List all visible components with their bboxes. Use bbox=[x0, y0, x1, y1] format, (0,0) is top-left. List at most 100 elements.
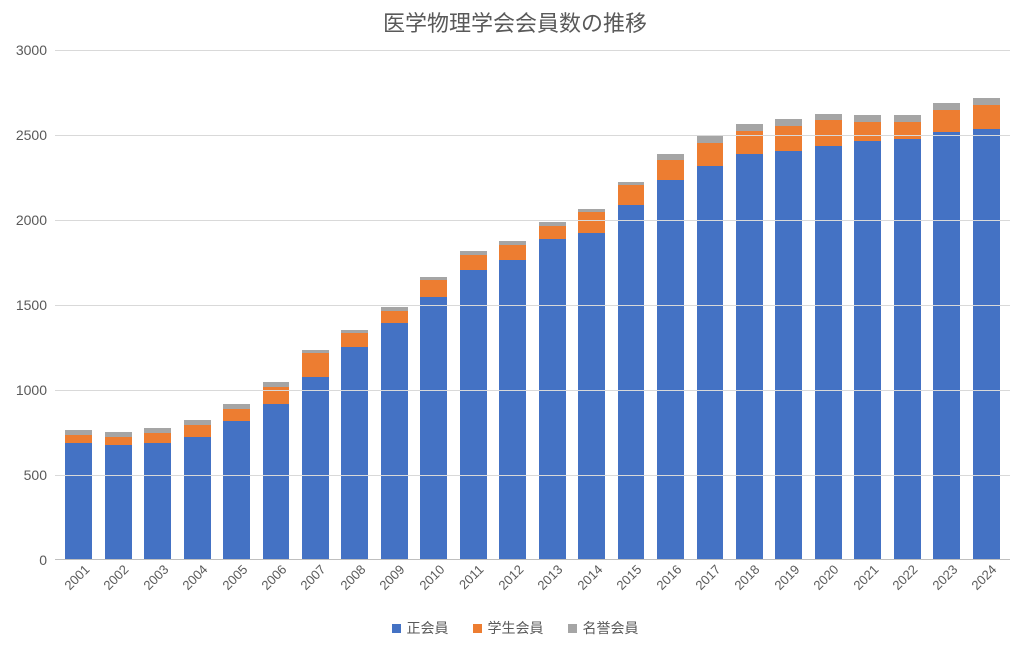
bar-segment bbox=[302, 353, 329, 377]
x-tick-label: 2016 bbox=[653, 562, 684, 593]
bar-segment bbox=[65, 443, 92, 559]
bar-segment bbox=[894, 122, 921, 139]
bar-stack bbox=[933, 103, 960, 559]
gridline bbox=[55, 390, 1010, 391]
bar-segment bbox=[933, 110, 960, 132]
x-tick-label: 2004 bbox=[179, 562, 210, 593]
bar-segment bbox=[775, 126, 802, 152]
bar-segment bbox=[420, 297, 447, 559]
legend-swatch bbox=[473, 624, 482, 633]
x-tick-label: 2023 bbox=[929, 562, 960, 593]
bar-segment bbox=[973, 105, 1000, 129]
chart-title: 医学物理学会会員数の推移 bbox=[0, 6, 1030, 38]
bar-stack bbox=[775, 119, 802, 559]
x-tick-label: 2018 bbox=[732, 562, 763, 593]
x-tick-label: 2017 bbox=[692, 562, 723, 593]
y-tick-label: 0 bbox=[5, 552, 47, 568]
bar-stack bbox=[302, 350, 329, 559]
bar-segment bbox=[460, 270, 487, 559]
x-tick-label: 2009 bbox=[377, 562, 408, 593]
bar-stack bbox=[736, 124, 763, 559]
bar-segment bbox=[815, 114, 842, 121]
legend-swatch bbox=[568, 624, 577, 633]
x-tick-label: 2012 bbox=[495, 562, 526, 593]
bar-stack bbox=[697, 136, 724, 559]
x-tick-label: 2006 bbox=[258, 562, 289, 593]
x-tick-label: 2011 bbox=[456, 562, 486, 592]
bar-stack bbox=[381, 307, 408, 559]
bar-segment bbox=[697, 143, 724, 167]
bar-segment bbox=[539, 226, 566, 240]
x-tick-label: 2019 bbox=[771, 562, 802, 593]
bar-segment bbox=[144, 443, 171, 559]
bar-segment bbox=[263, 404, 290, 559]
bar-stack bbox=[578, 209, 605, 559]
bar-segment bbox=[144, 433, 171, 443]
bar-segment bbox=[815, 120, 842, 146]
x-tick-label: 2003 bbox=[140, 562, 171, 593]
bar-segment bbox=[657, 160, 684, 180]
legend-item: 正会員 bbox=[392, 618, 449, 638]
x-tick-label: 2005 bbox=[219, 562, 250, 593]
bar-stack bbox=[460, 251, 487, 559]
x-tick-label: 2010 bbox=[416, 562, 447, 593]
bar-segment bbox=[933, 103, 960, 110]
bar-segment bbox=[736, 154, 763, 559]
legend-item: 学生会員 bbox=[473, 618, 544, 638]
bar-segment bbox=[736, 124, 763, 131]
bar-segment bbox=[933, 132, 960, 559]
bar-stack bbox=[184, 420, 211, 559]
bar-segment bbox=[499, 245, 526, 260]
bar-segment bbox=[894, 115, 921, 122]
plot-area: 2001200220032004200520062007200820092010… bbox=[55, 50, 1010, 560]
bar-segment bbox=[815, 146, 842, 559]
bar-segment bbox=[775, 119, 802, 126]
bar-segment bbox=[973, 129, 1000, 559]
bar-segment bbox=[381, 311, 408, 323]
x-tick-label: 2024 bbox=[969, 562, 1000, 593]
bar-segment bbox=[697, 166, 724, 559]
bar-stack bbox=[420, 277, 447, 559]
bar-segment bbox=[697, 136, 724, 143]
gridline bbox=[55, 135, 1010, 136]
x-tick-label: 2020 bbox=[811, 562, 842, 593]
bar-segment bbox=[894, 139, 921, 559]
bar-segment bbox=[381, 323, 408, 559]
y-tick-label: 1000 bbox=[5, 382, 47, 398]
bar-stack bbox=[854, 115, 881, 559]
bar-segment bbox=[657, 180, 684, 559]
bar-stack bbox=[105, 432, 132, 559]
bar-segment bbox=[775, 151, 802, 559]
bar-stack bbox=[341, 330, 368, 559]
bar-segment bbox=[578, 233, 605, 559]
chart-container: 医学物理学会会員数の推移 200120022003200420052006200… bbox=[0, 0, 1030, 648]
bar-segment bbox=[854, 141, 881, 559]
bar-stack bbox=[618, 182, 645, 559]
bar-segment bbox=[973, 98, 1000, 105]
x-tick-label: 2015 bbox=[613, 562, 644, 593]
bar-segment bbox=[341, 333, 368, 347]
bar-segment bbox=[105, 445, 132, 559]
bar-segment bbox=[420, 280, 447, 297]
x-tick-label: 2022 bbox=[890, 562, 921, 593]
gridline bbox=[55, 475, 1010, 476]
bar-stack bbox=[894, 115, 921, 559]
bar-stack bbox=[973, 98, 1000, 559]
bar-segment bbox=[539, 239, 566, 559]
gridline bbox=[55, 305, 1010, 306]
legend-label: 学生会員 bbox=[488, 618, 544, 638]
legend-label: 正会員 bbox=[407, 618, 449, 638]
x-tick-label: 2014 bbox=[574, 562, 605, 593]
y-tick-label: 3000 bbox=[5, 42, 47, 58]
bar-segment bbox=[184, 425, 211, 437]
bar-segment bbox=[854, 115, 881, 122]
bar-stack bbox=[223, 404, 250, 559]
y-tick-label: 500 bbox=[5, 467, 47, 483]
legend: 正会員 学生会員 名誉会員 bbox=[0, 618, 1030, 638]
gridline bbox=[55, 50, 1010, 51]
bar-segment bbox=[105, 437, 132, 446]
y-tick-label: 2000 bbox=[5, 212, 47, 228]
legend-label: 名誉会員 bbox=[583, 618, 639, 638]
bar-segment bbox=[460, 255, 487, 270]
bar-stack bbox=[815, 114, 842, 559]
